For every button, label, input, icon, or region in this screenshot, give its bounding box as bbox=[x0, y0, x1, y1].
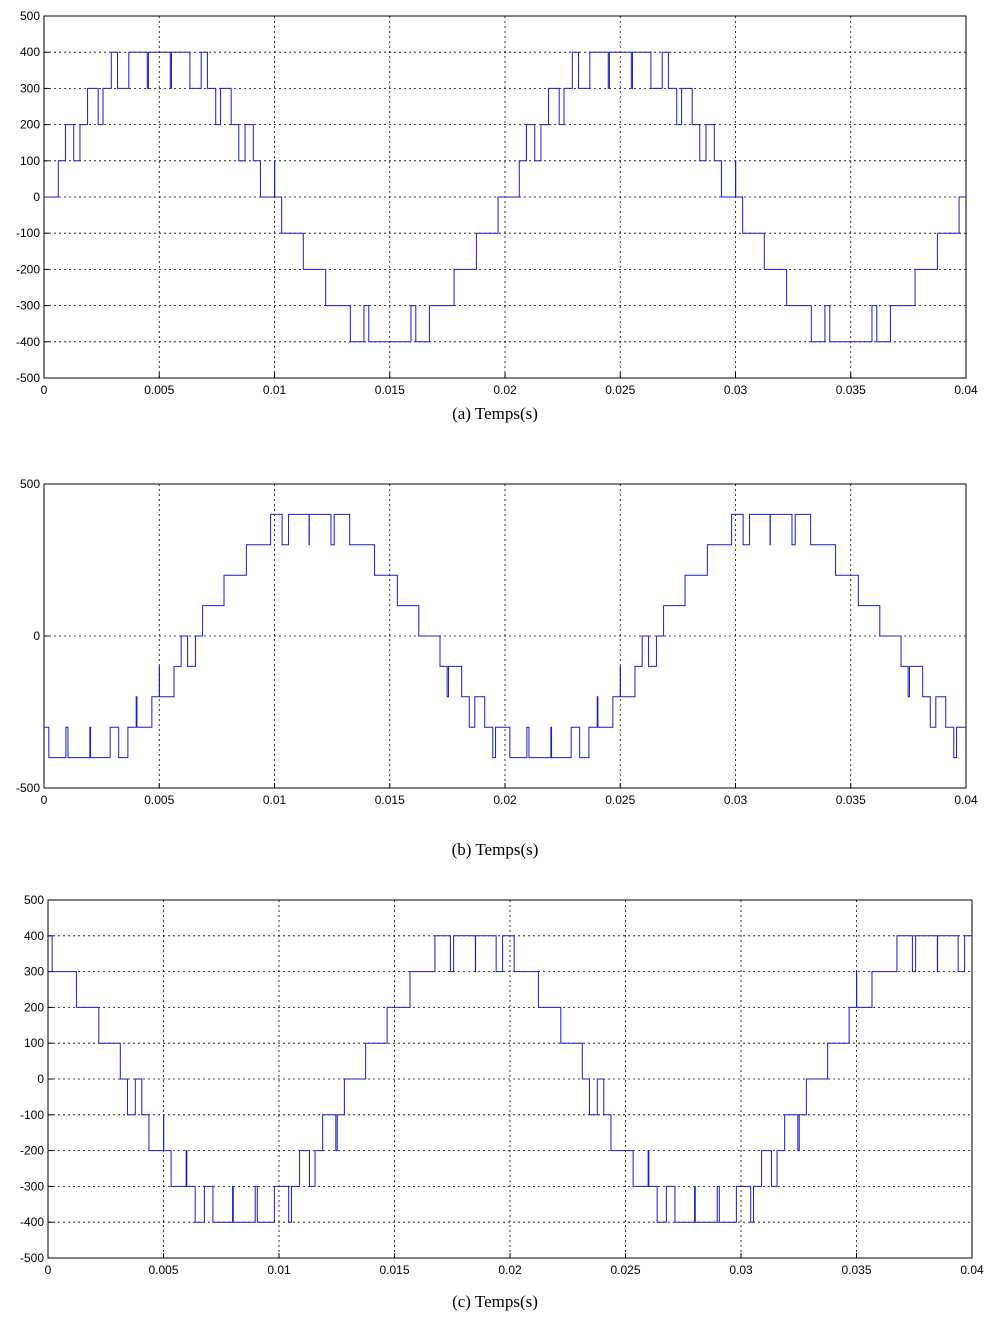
x-tick-label: 0.01 bbox=[267, 1263, 291, 1277]
x-tick-label: 0.035 bbox=[836, 383, 866, 397]
y-tick-label: -400 bbox=[16, 335, 40, 349]
x-tick-label: 0.02 bbox=[493, 793, 517, 807]
y-tick-label: 0 bbox=[33, 629, 40, 643]
x-tick-label: 0.03 bbox=[729, 1263, 753, 1277]
x-tick-label: 0.015 bbox=[375, 383, 405, 397]
x-tick-label: 0.015 bbox=[379, 1263, 409, 1277]
x-tick-label: 0.025 bbox=[605, 793, 635, 807]
chart-a: 0 0.005 0.01 0.015 0.02 0.025 0.03 0.035 0.04 -50… bbox=[16, 9, 978, 397]
y-tick-label: 200 bbox=[24, 1000, 44, 1014]
voltage-trace bbox=[48, 935, 972, 1223]
x-tick-label: 0.025 bbox=[605, 383, 635, 397]
y-tick-label: 0 bbox=[33, 190, 40, 204]
chart-panel-a: 0 0.005 0.01 0.015 0.02 0.025 0.03 0.035 0.04 -50… bbox=[0, 0, 990, 430]
chart-c: 0 0.005 0.01 0.015 0.02 0.025 0.03 0.035 0.04 -50… bbox=[20, 893, 984, 1277]
x-tick-label: 0.01 bbox=[263, 793, 287, 807]
y-tick-label: -500 bbox=[16, 781, 40, 795]
caption-b: (b) Temps(s) bbox=[451, 840, 539, 859]
y-tick-label: -100 bbox=[20, 1108, 44, 1122]
x-tick-label: 0.03 bbox=[724, 383, 748, 397]
y-tick-label: -400 bbox=[20, 1215, 44, 1229]
y-tick-label: 300 bbox=[24, 965, 44, 979]
x-tick-label: 0.01 bbox=[263, 383, 287, 397]
y-tick-label: 300 bbox=[20, 81, 40, 95]
y-tick-label: 400 bbox=[24, 929, 44, 943]
y-tick-label: -100 bbox=[16, 226, 40, 240]
chart-panel-c: 0 0.005 0.01 0.015 0.02 0.025 0.03 0.035 0.04 -50… bbox=[0, 888, 990, 1326]
voltage-trace bbox=[44, 513, 966, 759]
x-tick-label: 0.025 bbox=[610, 1263, 640, 1277]
y-tick-label: -500 bbox=[16, 371, 40, 385]
x-tick-label: 0.015 bbox=[375, 793, 405, 807]
y-tick-label: 500 bbox=[24, 893, 44, 907]
x-tick-label: 0.04 bbox=[954, 793, 978, 807]
y-tick-label: -500 bbox=[20, 1251, 44, 1265]
x-tick-label: 0.02 bbox=[493, 383, 517, 397]
y-tick-label: 500 bbox=[20, 477, 40, 491]
x-tick-label: 0.035 bbox=[836, 793, 866, 807]
x-tick-label: 0.02 bbox=[498, 1263, 522, 1277]
y-tick-label: 400 bbox=[20, 45, 40, 59]
y-tick-label: -200 bbox=[16, 262, 40, 276]
y-tick-label: 500 bbox=[20, 9, 40, 23]
y-tick-label: 200 bbox=[20, 118, 40, 132]
y-tick-label: 100 bbox=[24, 1036, 44, 1050]
x-tick-label: 0.005 bbox=[144, 383, 174, 397]
x-tick-label: 0.005 bbox=[148, 1263, 178, 1277]
x-tick-label: 0 bbox=[41, 383, 48, 397]
y-tick-label: 0 bbox=[37, 1072, 44, 1086]
x-tick-label: 0.03 bbox=[724, 793, 748, 807]
voltage-trace bbox=[44, 51, 966, 343]
x-tick-label: 0.035 bbox=[841, 1263, 871, 1277]
caption-c: (c) Temps(s) bbox=[452, 1292, 538, 1311]
x-tick-label: 0 bbox=[45, 1263, 52, 1277]
y-tick-label: -300 bbox=[16, 299, 40, 313]
x-tick-label: 0 bbox=[41, 793, 48, 807]
y-tick-label: -200 bbox=[20, 1144, 44, 1158]
chart-b: 0 0.005 0.01 0.015 0.02 0.025 0.03 0.035 0.04 -50… bbox=[16, 477, 978, 807]
y-tick-label: -300 bbox=[20, 1179, 44, 1193]
x-tick-label: 0.005 bbox=[144, 793, 174, 807]
caption-a: (a) Temps(s) bbox=[452, 404, 538, 423]
x-tick-label: 0.04 bbox=[960, 1263, 984, 1277]
y-tick-label: 100 bbox=[20, 154, 40, 168]
chart-panel-b: 0 0.005 0.01 0.015 0.02 0.025 0.03 0.035 0.04 -50… bbox=[0, 460, 990, 870]
x-tick-label: 0.04 bbox=[954, 383, 978, 397]
